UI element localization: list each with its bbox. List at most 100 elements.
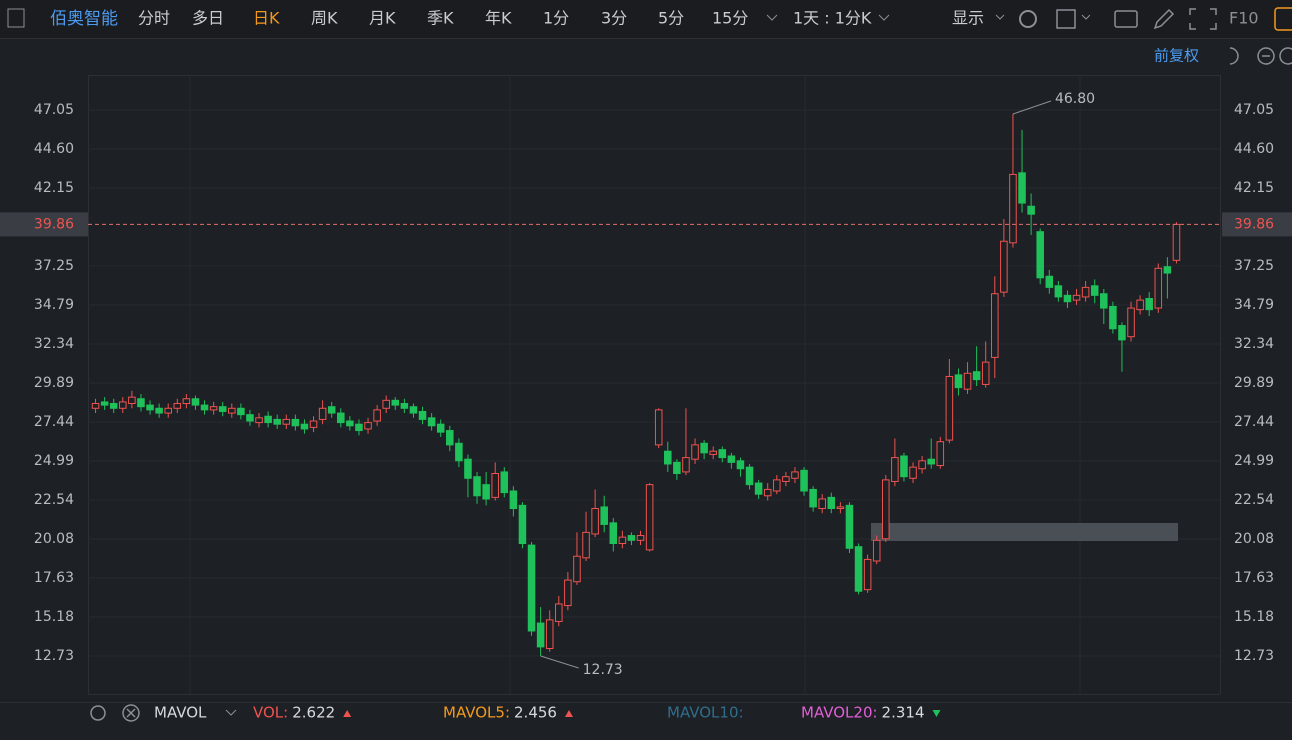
candle-body — [1081, 286, 1090, 298]
candle-body — [800, 469, 808, 492]
period-tab[interactable]: 1分 — [543, 9, 569, 28]
y-tick-label-right: 17.63 — [1234, 570, 1274, 586]
candle-body — [963, 372, 972, 390]
y-tick-label-right: 15.18 — [1234, 609, 1274, 625]
period-tab[interactable]: 年K — [485, 9, 512, 28]
candle-body — [491, 473, 499, 498]
candle-body — [682, 457, 690, 473]
candle-body — [918, 460, 926, 470]
candle-body — [300, 423, 309, 430]
settings-icon[interactable] — [1019, 10, 1037, 28]
candle-body — [782, 476, 790, 482]
reset-icon[interactable] — [1229, 47, 1239, 65]
candle-body — [763, 488, 772, 497]
vertical-grid — [189, 75, 1081, 694]
candle-body — [218, 406, 227, 412]
candle-body — [482, 484, 490, 500]
draw-icon[interactable] — [1153, 8, 1175, 30]
stock-name[interactable]: 佰奥智能 — [50, 9, 118, 29]
candle-body — [119, 401, 127, 409]
candle-body — [1136, 299, 1144, 311]
period-tab[interactable]: 5分 — [658, 9, 684, 28]
y-tick-label-right: 22.54 — [1234, 492, 1274, 508]
candle-body — [1045, 275, 1054, 288]
candle-body — [291, 418, 300, 427]
candle-body — [1100, 293, 1108, 309]
camera-icon[interactable] — [1114, 10, 1138, 28]
indicator-settings[interactable] — [90, 705, 106, 721]
y-tick-label-right: 47.05 — [1234, 102, 1274, 118]
last-price-label-right: 39.86 — [1234, 216, 1274, 232]
period-tab[interactable]: 周K — [311, 9, 338, 28]
candle-body — [400, 403, 409, 409]
candle-body — [1000, 240, 1008, 293]
y-tick-label: 34.79 — [34, 297, 74, 313]
candle-body — [146, 404, 154, 411]
period-tab[interactable]: 3分 — [601, 9, 627, 28]
f10-button[interactable]: F10 — [1229, 9, 1259, 28]
candle-body — [327, 406, 336, 414]
y-tick-label: 15.18 — [34, 609, 74, 625]
period-tab[interactable]: 15分 — [712, 9, 748, 28]
candle-body — [1172, 223, 1181, 261]
y-tick-label: 37.25 — [34, 258, 74, 274]
candle-body — [727, 455, 736, 463]
candle-body — [346, 420, 354, 427]
y-tick-label: 12.73 — [34, 648, 74, 664]
y-tick-label: 29.89 — [34, 375, 74, 391]
y-tick-label: 24.99 — [34, 453, 74, 469]
period-tab[interactable]: 季K — [427, 9, 454, 28]
zoom-out-icon[interactable] — [1257, 47, 1275, 65]
candle-body — [264, 415, 272, 424]
candle-body — [464, 458, 472, 479]
indicator-name: MAVOL20: — [801, 704, 878, 722]
display-menu[interactable]: 显示 — [952, 9, 984, 28]
y-tick-label: 47.05 — [34, 102, 74, 118]
adjust-mode[interactable]: 前复权 — [1154, 47, 1199, 65]
candle-body — [446, 430, 454, 446]
fullscreen-icon[interactable] — [1189, 8, 1217, 30]
candle-body — [1127, 307, 1135, 338]
trend-up — [343, 710, 352, 717]
layout-icon[interactable] — [1056, 9, 1076, 29]
extra-icon[interactable] — [1274, 7, 1292, 31]
zoom-in-icon[interactable] — [1279, 47, 1292, 65]
period-tab[interactable]: 日K — [253, 9, 280, 28]
candle-body — [255, 417, 263, 424]
period-tab[interactable]: 月K — [369, 9, 396, 28]
period-tab[interactable]: 分时 — [138, 9, 170, 28]
indicator-name[interactable]: MAVOL — [154, 704, 207, 722]
indicator-value: 2.456 — [514, 704, 557, 722]
candle-body — [1027, 205, 1035, 215]
indicator-close[interactable] — [122, 704, 140, 722]
candle-body — [1009, 173, 1017, 244]
candle-body — [100, 401, 109, 406]
candle-body — [836, 506, 845, 510]
period-tab[interactable]: 1天 : 1分K — [793, 9, 872, 28]
candle-body — [1090, 285, 1099, 296]
sidebar-toggle[interactable] — [7, 8, 25, 28]
period-tab[interactable]: 多日 — [192, 9, 224, 28]
candle-body — [736, 460, 745, 470]
candle-body — [872, 539, 881, 562]
candle-body — [364, 422, 372, 430]
candle-body — [309, 420, 318, 428]
candle-body — [337, 412, 345, 424]
y-tick-label: 32.34 — [34, 336, 74, 352]
y-tick-label: 42.15 — [34, 180, 74, 196]
candle-body — [318, 407, 327, 420]
candle-body — [155, 407, 163, 414]
candle-body — [618, 536, 627, 545]
last-price-box — [0, 212, 88, 237]
candle-body — [564, 579, 572, 607]
candle-body — [600, 506, 608, 525]
candle-body — [427, 417, 436, 427]
candle-body — [91, 403, 100, 409]
candle-body — [645, 484, 654, 551]
candle-body — [891, 457, 899, 482]
candle-body — [582, 531, 590, 559]
candle-body — [827, 496, 836, 510]
candle-body — [972, 371, 981, 381]
